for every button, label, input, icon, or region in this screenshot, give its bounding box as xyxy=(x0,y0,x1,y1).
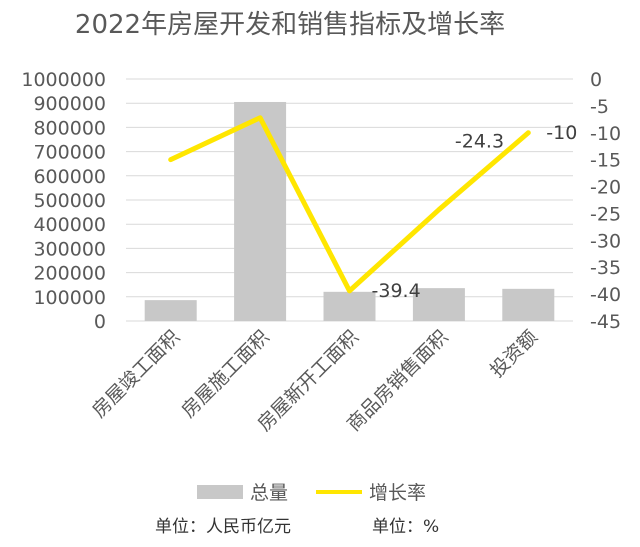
bar xyxy=(412,288,465,321)
y-left-tick-label: 800000 xyxy=(33,117,106,139)
legend: 总量 增长率 xyxy=(197,482,426,504)
y-right-tick-label: -25 xyxy=(590,203,621,225)
y-left-tick-label: 600000 xyxy=(33,166,106,188)
category-label: 房屋施工面积 xyxy=(177,326,273,422)
y-right-tick-label: -45 xyxy=(590,311,621,333)
y-right-tick-label: 0 xyxy=(590,69,602,91)
y-left-tick-label: 100000 xyxy=(33,287,106,309)
data-label: -24.3 xyxy=(455,131,504,153)
y-right-tick-label: -15 xyxy=(590,150,621,172)
y-right-tick-label: -5 xyxy=(590,96,609,118)
bar xyxy=(234,101,287,322)
y-left-tick-label: 900000 xyxy=(33,93,106,115)
right-unit-note: 单位：% xyxy=(372,517,440,537)
y-left-tick-label: 0 xyxy=(94,311,106,333)
y-left-tick-label: 700000 xyxy=(33,142,106,164)
y-right-tick-label: -20 xyxy=(590,177,621,199)
y-left-tick-label: 1000000 xyxy=(21,69,106,91)
gridlines xyxy=(126,78,573,322)
data-labels: -39.4 -24.3 -10 xyxy=(372,122,578,302)
y-left-tick-label: 500000 xyxy=(33,190,106,212)
left-unit-note: 单位：人民币亿元 xyxy=(155,517,291,537)
data-label: -10 xyxy=(546,122,577,144)
y-axis-right: 0 -5 -10 -15 -20 -25 -30 -35 -40 -45 xyxy=(590,69,621,333)
bar xyxy=(323,291,376,321)
line-series xyxy=(168,115,531,294)
legend-line-label: 增长率 xyxy=(369,482,426,504)
y-right-tick-label: -40 xyxy=(590,284,621,306)
category-label: 投资额 xyxy=(486,326,542,382)
category-label: 房屋竣工面积 xyxy=(88,326,184,422)
y-right-tick-label: -30 xyxy=(590,230,621,252)
y-left-tick-label: 300000 xyxy=(33,238,106,260)
bar xyxy=(144,300,197,321)
y-right-tick-label: -35 xyxy=(590,257,621,279)
data-label: -39.4 xyxy=(372,280,421,302)
bar xyxy=(502,288,555,321)
y-left-tick-label: 200000 xyxy=(33,263,106,285)
legend-bar-swatch xyxy=(197,485,243,499)
legend-bar-label: 总量 xyxy=(250,482,288,504)
bar-series xyxy=(144,101,555,322)
chart-title: 2022年房屋开发和销售指标及增长率 xyxy=(75,10,505,40)
y-right-tick-label: -10 xyxy=(590,123,621,145)
y-left-tick-label: 400000 xyxy=(33,214,106,236)
